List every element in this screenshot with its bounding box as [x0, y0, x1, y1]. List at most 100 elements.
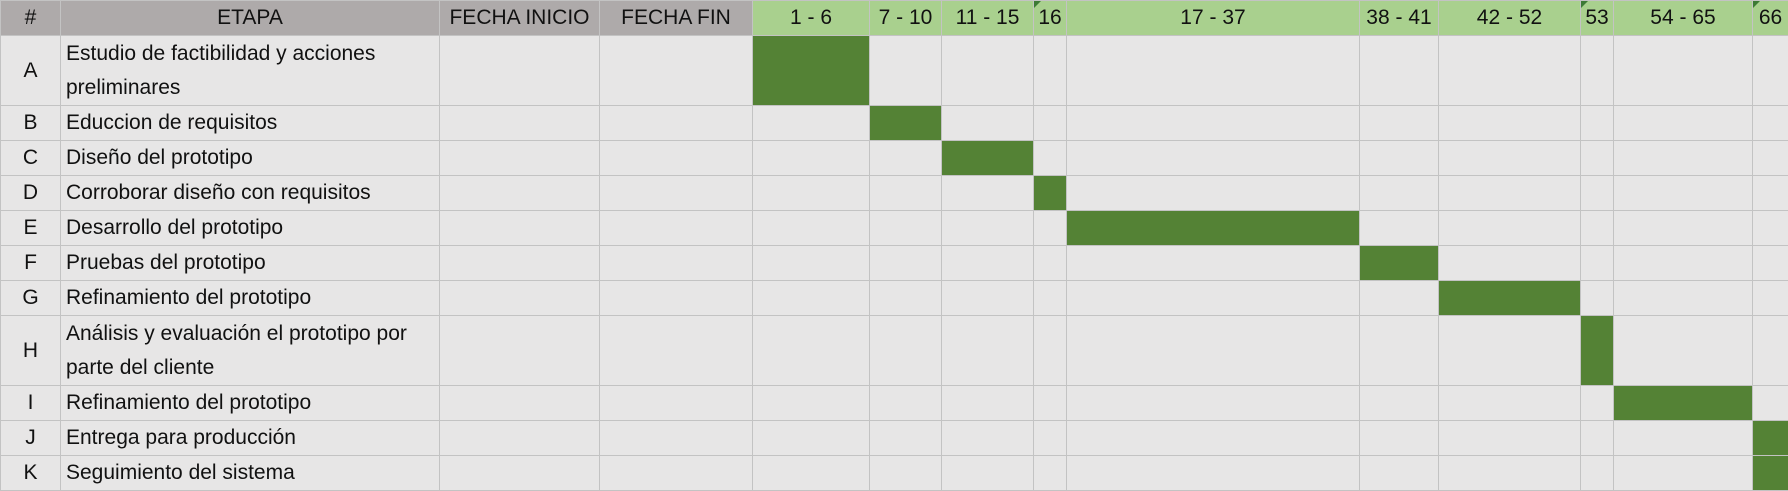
period-cell[interactable]: [1580, 140, 1614, 176]
row-id-cell[interactable]: J: [0, 420, 61, 456]
end-date-cell[interactable]: [599, 245, 753, 281]
period-cell[interactable]: [869, 385, 942, 421]
start-date-cell[interactable]: [439, 175, 600, 211]
period-cell[interactable]: [1752, 315, 1788, 386]
gantt-bar[interactable]: [941, 140, 1034, 176]
period-cell[interactable]: [1033, 140, 1067, 176]
period-cell[interactable]: [1613, 315, 1753, 386]
period-cell[interactable]: [1752, 210, 1788, 246]
end-date-cell[interactable]: [599, 175, 753, 211]
task-name-cell[interactable]: Corroborar diseño con requisitos: [60, 175, 440, 211]
period-cell[interactable]: [752, 455, 870, 491]
period-cell[interactable]: [1066, 385, 1360, 421]
gantt-bar[interactable]: [1066, 210, 1360, 246]
task-name-cell[interactable]: Refinamiento del prototipo: [60, 280, 440, 316]
period-cell[interactable]: [1066, 420, 1360, 456]
period-cell[interactable]: [1066, 35, 1360, 106]
end-date-cell[interactable]: [599, 35, 753, 106]
period-cell[interactable]: [1580, 35, 1614, 106]
period-cell[interactable]: [941, 420, 1034, 456]
period-cell[interactable]: [752, 245, 870, 281]
period-cell[interactable]: [1359, 315, 1439, 386]
task-name-cell[interactable]: Estudio de factibilidad y acciones preli…: [60, 35, 440, 106]
gantt-bar[interactable]: [1359, 245, 1439, 281]
header-period[interactable]: 17 - 37: [1066, 0, 1360, 36]
task-name-cell[interactable]: Entrega para producción: [60, 420, 440, 456]
start-date-cell[interactable]: [439, 280, 600, 316]
period-cell[interactable]: [1438, 315, 1581, 386]
period-cell[interactable]: [1580, 420, 1614, 456]
period-cell[interactable]: [1580, 385, 1614, 421]
row-id-cell[interactable]: E: [0, 210, 61, 246]
period-cell[interactable]: [1033, 455, 1067, 491]
period-cell[interactable]: [869, 35, 942, 106]
start-date-cell[interactable]: [439, 315, 600, 386]
row-id-cell[interactable]: H: [0, 315, 61, 386]
period-cell[interactable]: [941, 385, 1034, 421]
period-cell[interactable]: [1613, 455, 1753, 491]
header-period[interactable]: 54 - 65: [1613, 0, 1753, 36]
start-date-cell[interactable]: [439, 105, 600, 141]
row-id-cell[interactable]: I: [0, 385, 61, 421]
end-date-cell[interactable]: [599, 385, 753, 421]
period-cell[interactable]: [1066, 140, 1360, 176]
period-cell[interactable]: [1613, 105, 1753, 141]
period-cell[interactable]: [1613, 140, 1753, 176]
period-cell[interactable]: [1438, 420, 1581, 456]
start-date-cell[interactable]: [439, 385, 600, 421]
period-cell[interactable]: [752, 175, 870, 211]
period-cell[interactable]: [1359, 280, 1439, 316]
period-cell[interactable]: [1066, 315, 1360, 386]
period-cell[interactable]: [1066, 280, 1360, 316]
header-num[interactable]: #: [0, 0, 61, 36]
period-cell[interactable]: [1033, 280, 1067, 316]
row-id-cell[interactable]: G: [0, 280, 61, 316]
period-cell[interactable]: [752, 105, 870, 141]
period-cell[interactable]: [941, 455, 1034, 491]
period-cell[interactable]: [941, 175, 1034, 211]
period-cell[interactable]: [869, 455, 942, 491]
header-end-date[interactable]: FECHA FIN: [599, 0, 753, 36]
end-date-cell[interactable]: [599, 105, 753, 141]
period-cell[interactable]: [1066, 175, 1360, 211]
period-cell[interactable]: [869, 280, 942, 316]
start-date-cell[interactable]: [439, 455, 600, 491]
end-date-cell[interactable]: [599, 210, 753, 246]
period-cell[interactable]: [869, 140, 942, 176]
period-cell[interactable]: [869, 420, 942, 456]
period-cell[interactable]: [941, 280, 1034, 316]
task-name-cell[interactable]: Desarrollo del prototipo: [60, 210, 440, 246]
start-date-cell[interactable]: [439, 35, 600, 106]
row-id-cell[interactable]: K: [0, 455, 61, 491]
period-cell[interactable]: [752, 385, 870, 421]
period-cell[interactable]: [869, 245, 942, 281]
period-cell[interactable]: [1613, 35, 1753, 106]
gantt-bar[interactable]: [869, 105, 942, 141]
task-name-cell[interactable]: Educcion de requisitos: [60, 105, 440, 141]
period-cell[interactable]: [1359, 175, 1439, 211]
period-cell[interactable]: [1438, 385, 1581, 421]
period-cell[interactable]: [1580, 280, 1614, 316]
period-cell[interactable]: [1438, 105, 1581, 141]
header-start-date[interactable]: FECHA INICIO: [439, 0, 600, 36]
header-period[interactable]: 1 - 6: [752, 0, 870, 36]
header-period[interactable]: 38 - 41: [1359, 0, 1439, 36]
period-cell[interactable]: [1752, 280, 1788, 316]
period-cell[interactable]: [1438, 210, 1581, 246]
period-cell[interactable]: [1438, 455, 1581, 491]
period-cell[interactable]: [1580, 105, 1614, 141]
task-name-cell[interactable]: Seguimiento del sistema: [60, 455, 440, 491]
gantt-bar[interactable]: [1580, 315, 1614, 386]
period-cell[interactable]: [1613, 175, 1753, 211]
gantt-bar[interactable]: [1613, 385, 1753, 421]
period-cell[interactable]: [752, 420, 870, 456]
period-cell[interactable]: [1752, 385, 1788, 421]
period-cell[interactable]: [1752, 105, 1788, 141]
period-cell[interactable]: [1359, 105, 1439, 141]
period-cell[interactable]: [1066, 455, 1360, 491]
period-cell[interactable]: [1438, 35, 1581, 106]
period-cell[interactable]: [941, 210, 1034, 246]
period-cell[interactable]: [1613, 280, 1753, 316]
period-cell[interactable]: [1613, 420, 1753, 456]
end-date-cell[interactable]: [599, 140, 753, 176]
